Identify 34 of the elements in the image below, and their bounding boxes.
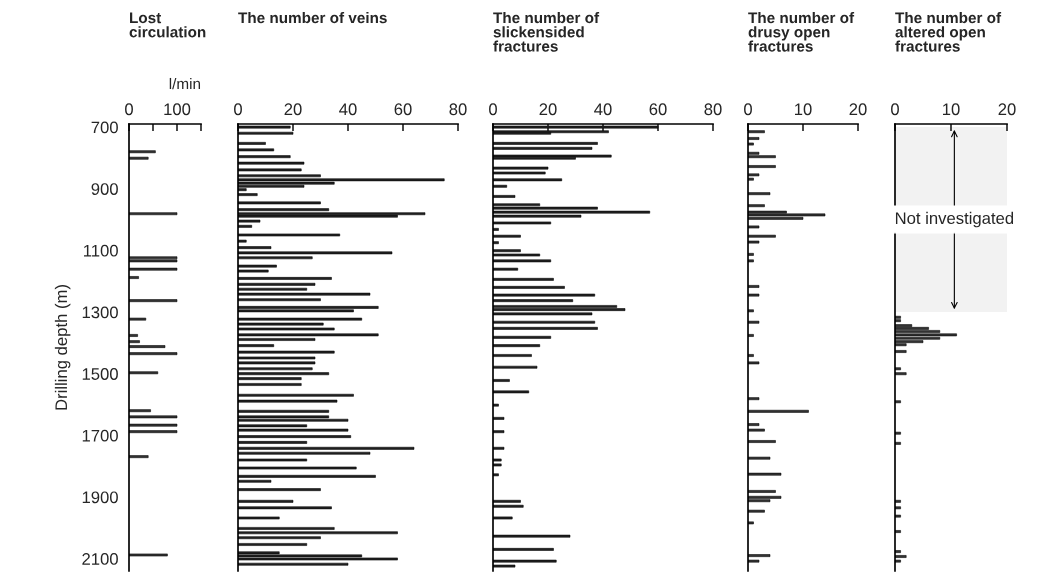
chart-title: The number of drusy open fractures bbox=[748, 12, 855, 52]
x-tick-label: 20 bbox=[849, 103, 867, 116]
x-tick-label: 10 bbox=[795, 103, 812, 116]
y-tick-label: 2100 bbox=[82, 553, 118, 565]
x-tick-label: 0 bbox=[125, 103, 133, 116]
x-tick-label: 20 bbox=[284, 103, 302, 116]
x-tick-label: 0 bbox=[234, 103, 242, 116]
x-tick-label: 20 bbox=[539, 103, 557, 116]
chart-title: The number of altered open fractures bbox=[895, 12, 1002, 52]
y-tick-label: 1700 bbox=[82, 429, 118, 442]
x-tick-label: 80 bbox=[704, 103, 722, 116]
x-tick-label: 100 bbox=[164, 103, 191, 116]
chart-title: The number of slickensided fractures bbox=[493, 12, 600, 52]
x-tick-label: 60 bbox=[649, 103, 667, 116]
y-axis-title: Drilling depth (m) bbox=[54, 285, 71, 410]
x-tick-label: 0 bbox=[489, 103, 497, 116]
y-tick-label: 900 bbox=[91, 183, 118, 195]
x-tick-label: 0 bbox=[744, 103, 752, 116]
x-tick-label: 40 bbox=[339, 103, 357, 116]
x-tick-label: 80 bbox=[449, 103, 467, 116]
y-tick-label: 700 bbox=[91, 121, 118, 134]
chart-title: The number of veins bbox=[238, 12, 387, 24]
x-tick-label: 0 bbox=[891, 103, 899, 116]
y-tick-label: 1100 bbox=[84, 244, 118, 257]
x-tick-label: 60 bbox=[394, 103, 412, 116]
x-tick-label: 10 bbox=[943, 103, 960, 116]
x-axis-title: l/min bbox=[169, 77, 201, 90]
x-tick-label: 40 bbox=[594, 103, 612, 116]
y-tick-label: 1500 bbox=[82, 368, 118, 380]
chart-title: Lost circulation bbox=[129, 12, 206, 38]
band-label: Not investigated bbox=[895, 211, 1014, 228]
x-tick-label: 20 bbox=[998, 103, 1016, 116]
y-tick-label: 1900 bbox=[82, 491, 118, 504]
y-tick-label: 1300 bbox=[82, 306, 118, 319]
